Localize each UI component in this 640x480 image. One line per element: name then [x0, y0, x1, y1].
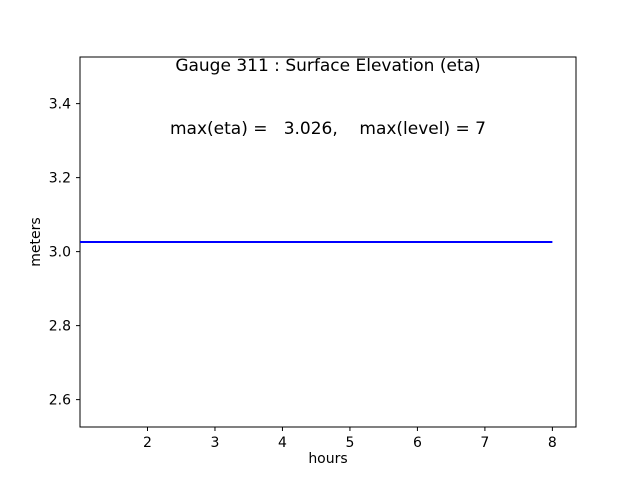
- y-axis-label: meters: [28, 217, 44, 266]
- y-tick-label: 3.4: [49, 97, 71, 113]
- y-tick-label: 3.2: [49, 171, 71, 187]
- chart-title-line2: max(eta) = 3.026, max(level) = 7: [170, 119, 486, 139]
- chart-title-line1: Gauge 311 : Surface Elevation (eta): [175, 56, 481, 76]
- x-tick-label: 8: [548, 435, 557, 451]
- x-axis-label: hours: [308, 451, 347, 467]
- x-tick-label: 2: [143, 435, 152, 451]
- x-tick-label: 4: [278, 435, 287, 451]
- y-tick-label: 2.6: [49, 393, 71, 409]
- x-tick-label: 5: [345, 435, 354, 451]
- y-tick-label: 3.0: [49, 245, 71, 261]
- x-tick-label: 3: [211, 435, 220, 451]
- chart-title: Gauge 311 : Surface Elevation (eta) max(…: [80, 14, 576, 182]
- x-tick-label: 6: [413, 435, 422, 451]
- x-tick-label: 7: [480, 435, 489, 451]
- y-tick-label: 2.8: [49, 319, 71, 335]
